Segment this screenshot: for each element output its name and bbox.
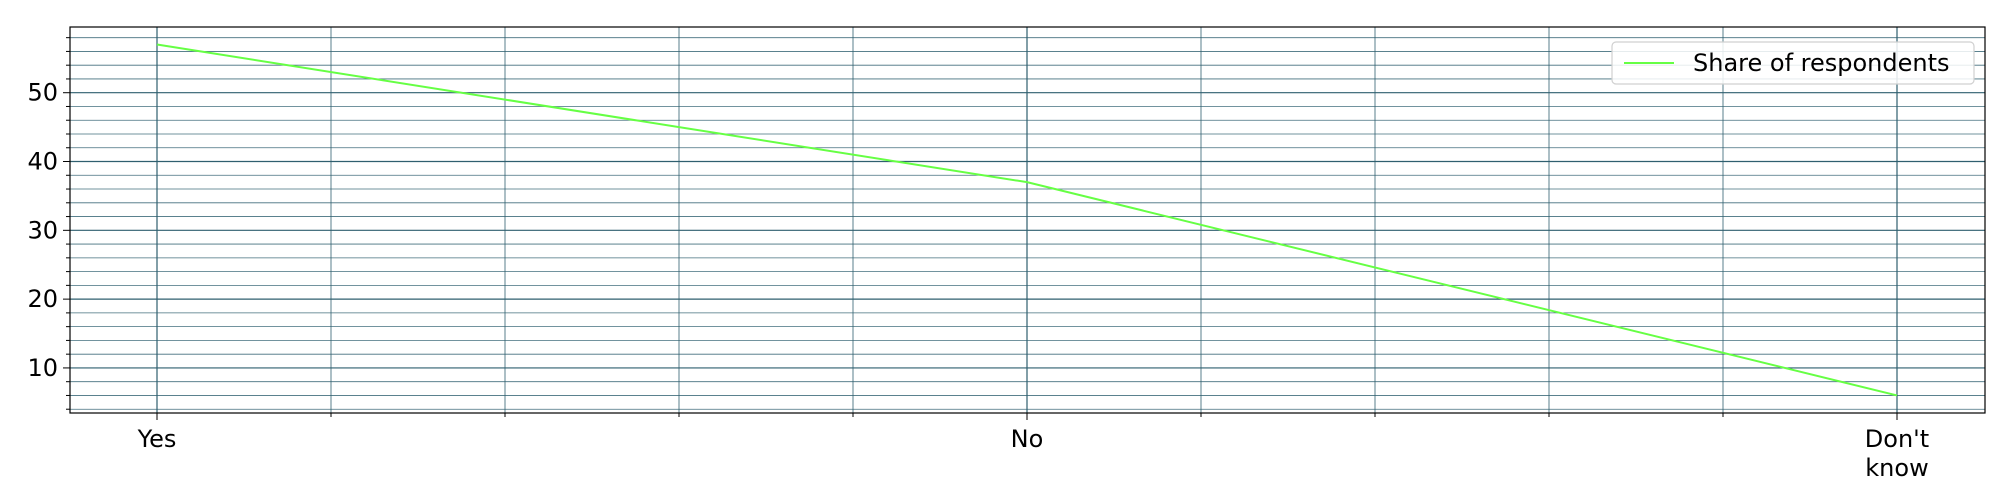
x-tick-label: Don't know	[1865, 425, 1929, 482]
grid-lines	[70, 27, 1985, 413]
x-tick-label: Yes	[137, 425, 177, 453]
y-tick-label: 40	[27, 148, 58, 176]
x-tick-label: No	[1011, 425, 1044, 453]
x-axis: Yes No Don't know	[137, 413, 1929, 482]
series-line	[156, 43, 1898, 397]
y-tick-label: 20	[27, 285, 58, 313]
y-axis: 10 20 30 40 50	[27, 37, 70, 410]
legend-box	[1611, 41, 1975, 85]
legend-label: Share of respondents	[1693, 49, 1950, 77]
y-tick-label: 30	[27, 216, 58, 244]
legend: Share of respondents	[1611, 41, 1975, 85]
y-tick-label: 50	[27, 79, 58, 107]
series-layer	[156, 43, 1898, 397]
y-tick-label: 10	[27, 354, 58, 382]
